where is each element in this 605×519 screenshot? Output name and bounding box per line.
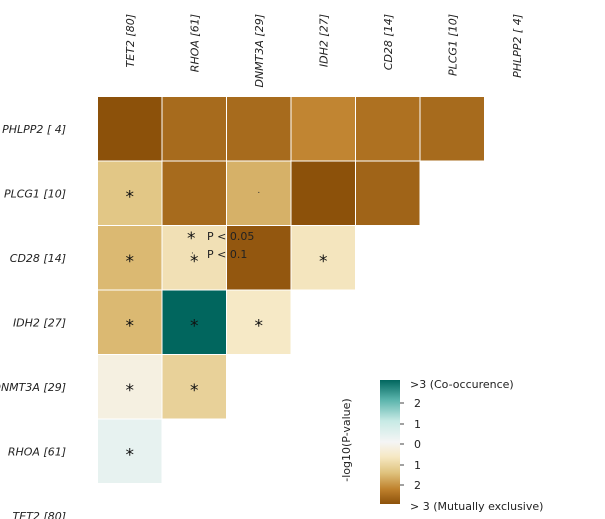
significance-star: * — [126, 187, 135, 207]
significance-star: * — [190, 381, 199, 401]
heatmap-cell — [162, 97, 226, 161]
significance-star: * — [126, 381, 135, 401]
heatmap-cell — [98, 97, 162, 161]
heatmap-cells — [98, 97, 484, 483]
colorbar-tick-label: 2 — [414, 479, 421, 492]
significance-legend: * P < 0.05 · P < 0.1 — [187, 229, 254, 261]
heatmap-cell — [227, 290, 291, 354]
column-label: CD28 [14] — [382, 14, 395, 70]
heatmap-cell — [162, 161, 226, 225]
significance-star: * — [126, 252, 135, 272]
column-label: IDH2 [27] — [317, 14, 330, 67]
row-label: CD28 [14] — [10, 252, 66, 265]
heatmap-cell — [227, 161, 291, 225]
column-labels: TET2 [80] RHOA [61] DNMT3A [29] IDH2 [27] CD… — [124, 14, 524, 88]
column-label: PHLPP2 [ 4] — [511, 14, 524, 78]
heatmap-cell — [227, 226, 291, 290]
colorbar-bottom-label: > 3 (Mutually exclusive) — [410, 500, 543, 513]
colorbar-legend: 2 1 0 1 2 >3 (Co-occurence) > 3 (Mutually ex… — [340, 378, 543, 513]
legend-star-symbol: * — [187, 229, 196, 249]
heatmap-cell — [356, 97, 420, 161]
significance-star: * — [126, 316, 135, 336]
colorbar-ticks: 2 1 0 1 2 — [400, 397, 421, 492]
heatmap-cell — [291, 161, 355, 225]
significance-dot: · — [257, 188, 260, 198]
significance-star: * — [126, 445, 135, 465]
heatmap-cell — [162, 355, 226, 419]
row-label: RHOA [61] — [8, 445, 66, 458]
heatmap-cell — [227, 97, 291, 161]
row-label: TET2 [80] — [13, 510, 66, 519]
colorbar-title: -log10(P-value) — [340, 398, 353, 481]
legend-dot-text: P < 0.1 — [207, 248, 247, 261]
colorbar-tick-label: 0 — [414, 438, 421, 451]
column-label: DNMT3A [29] — [253, 14, 266, 88]
heatmap-cell — [291, 226, 355, 290]
significance-star: * — [190, 252, 199, 272]
heatmap-cell — [356, 161, 420, 225]
row-label: DNMT3A [29] — [0, 381, 66, 394]
colorbar-tick-label: 1 — [414, 418, 421, 431]
heatmap-cell — [162, 290, 226, 354]
column-label: TET2 [80] — [124, 14, 137, 67]
column-label: PLCG1 [10] — [446, 14, 459, 76]
colorbar-tick-label: 2 — [414, 397, 421, 410]
column-label: RHOA [61] — [188, 14, 201, 72]
row-label: PLCG1 [10] — [4, 187, 66, 200]
row-label: IDH2 [27] — [13, 316, 66, 329]
colorbar-gradient — [380, 380, 400, 504]
colorbar-top-label: >3 (Co-occurence) — [410, 378, 514, 391]
heatmap-cell — [98, 290, 162, 354]
significance-star: * — [319, 252, 328, 272]
colorbar-tick-label: 1 — [414, 459, 421, 472]
heatmap-cell — [162, 226, 226, 290]
significance-marks: * ·* * ** * ** ** — [126, 187, 328, 465]
legend-star-text: P < 0.05 — [207, 230, 254, 243]
significance-star: * — [190, 316, 199, 336]
row-label: PHLPP2 [ 4] — [2, 123, 66, 136]
significance-star: * — [255, 316, 264, 336]
heatmap-cell — [98, 226, 162, 290]
heatmap-cell — [98, 355, 162, 419]
heatmap-cell — [291, 97, 355, 161]
heatmap-cell — [420, 97, 484, 161]
heatmap-cell — [98, 419, 162, 483]
heatmap-cell — [98, 161, 162, 225]
row-labels: PHLPP2 [ 4] PLCG1 [10] CD28 [14] IDH2 [27] D… — [0, 123, 66, 519]
legend-dot-symbol: · — [191, 249, 194, 259]
